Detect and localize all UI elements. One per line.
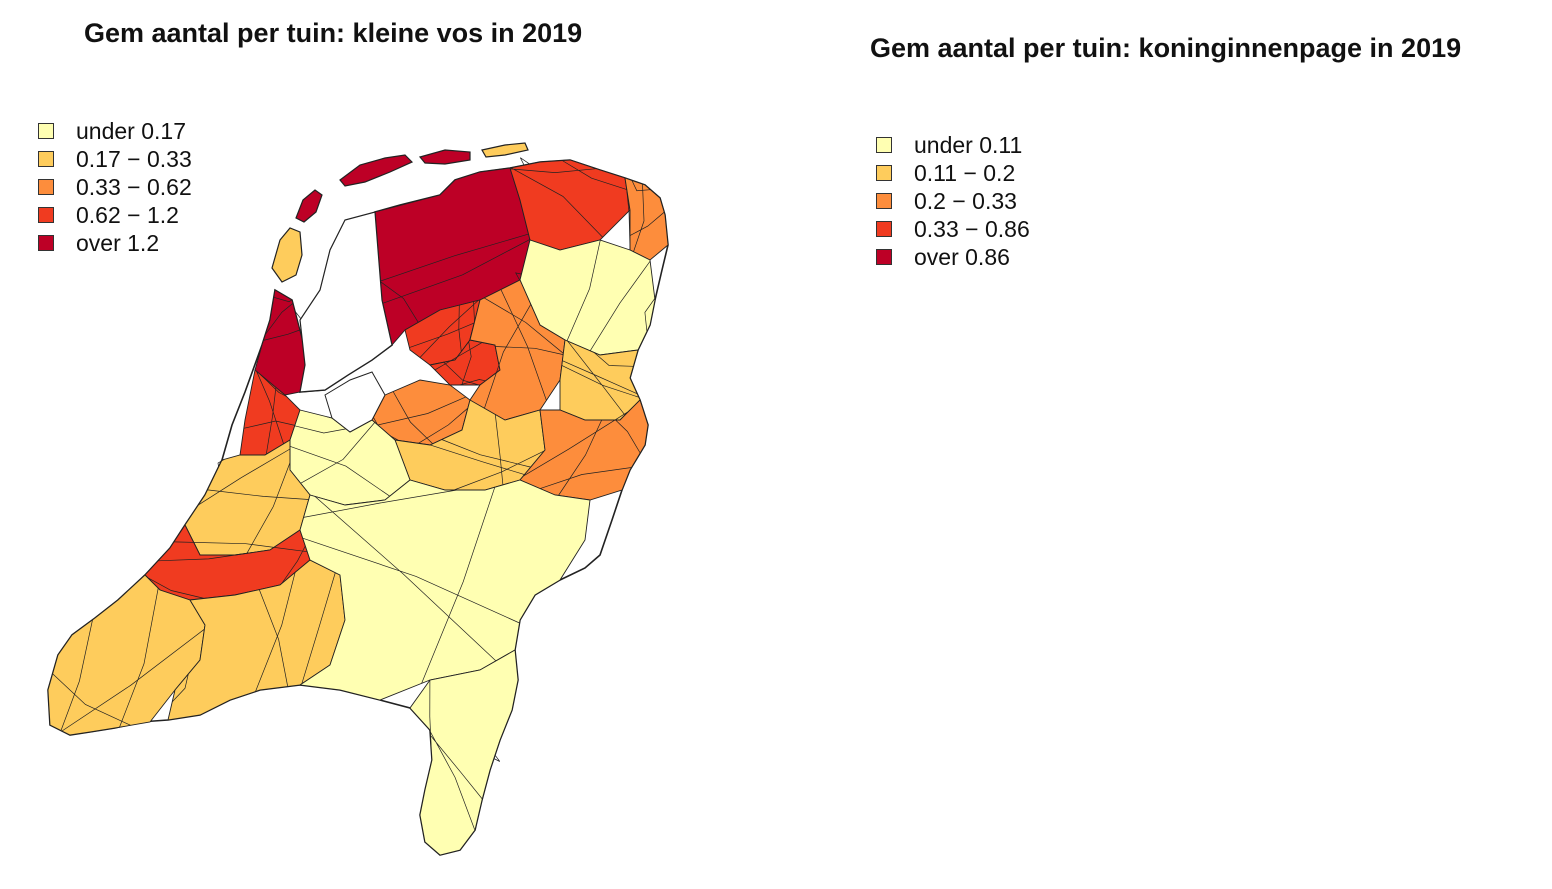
map-panel-koninginnenpage: Gem aantal per tuin: koninginnenpage in …	[776, 0, 1552, 889]
legend-swatch	[876, 249, 892, 265]
region-brabant-east	[298, 479, 591, 701]
legend-item: 0.62 − 1.2	[38, 201, 192, 229]
municipality-borders	[522, 411, 641, 496]
legend-label: 0.33 − 0.62	[76, 173, 192, 200]
municipality-borders	[626, 180, 665, 252]
wadden-island	[339, 154, 414, 187]
municipality-borders	[434, 341, 486, 386]
legend-swatch	[876, 221, 892, 237]
legend-swatch	[38, 207, 54, 223]
wadden-island	[481, 142, 529, 158]
map-title: Gem aantal per tuin: kleine vos in 2019	[84, 18, 583, 48]
municipality-borders	[409, 300, 479, 358]
legend-label: over 1.2	[76, 229, 160, 256]
legend-item: 0.11 − 0.2	[876, 159, 1030, 187]
wadden-island	[418, 149, 471, 165]
legend-label: under 0.11	[914, 131, 1023, 158]
legend-item: under 0.17	[38, 117, 192, 145]
legend-item: under 0.11	[876, 131, 1030, 159]
wadden-island	[271, 227, 303, 283]
legend-label: over 0.86	[914, 243, 1010, 270]
region-limburg	[409, 649, 519, 856]
municipality-borders	[561, 340, 639, 416]
legend-swatch	[38, 179, 54, 195]
legend-swatch	[876, 193, 892, 209]
ijsselmeer-water	[299, 211, 393, 393]
legend-item: over 0.86	[876, 243, 1030, 271]
map-panel-kleine-vos: Gem aantal per tuin: kleine vos in 2019 …	[38, 18, 669, 856]
wadden-island	[295, 189, 323, 223]
legend: under 0.17 0.17 − 0.33 0.33 − 0.62 0.62 …	[38, 117, 192, 257]
choropleth-map	[47, 142, 669, 856]
municipality-borders	[243, 371, 295, 455]
legend-label: under 0.17	[76, 117, 186, 144]
legend-item: 0.2 − 0.33	[876, 187, 1030, 215]
municipality-borders	[483, 289, 564, 412]
markermeer-water	[324, 371, 386, 433]
legend-swatch	[38, 151, 54, 167]
municipality-borders	[171, 572, 336, 703]
legend-label: 0.11 − 0.2	[914, 159, 1016, 186]
legend-swatch	[876, 137, 892, 153]
legend-label: 0.17 − 0.33	[76, 145, 192, 172]
legend-label: 0.33 − 0.86	[914, 215, 1030, 242]
legend-item: 0.33 − 0.86	[876, 215, 1030, 243]
municipality-borders	[198, 448, 309, 554]
legend-item: 0.33 − 0.62	[38, 173, 192, 201]
legend-label: 0.2 − 0.33	[914, 187, 1017, 214]
legend-label: 0.62 − 1.2	[76, 201, 179, 228]
legend-item: 0.17 − 0.33	[38, 145, 192, 173]
municipality-borders	[428, 680, 501, 831]
municipality-borders	[515, 240, 656, 351]
legend-swatch	[876, 165, 892, 181]
municipality-borders	[289, 416, 390, 497]
legend: under 0.11 0.11 − 0.2 0.2 − 0.33 0.33 − …	[876, 131, 1030, 271]
municipality-borders	[52, 588, 205, 732]
legend-swatch	[38, 235, 54, 251]
municipality-borders	[429, 414, 545, 491]
region-groningen-east	[624, 177, 669, 261]
legend-swatch	[38, 123, 54, 139]
municipality-borders	[510, 157, 627, 238]
municipality-borders	[147, 541, 308, 599]
map-title: Gem aantal per tuin: koninginnenpage in …	[870, 33, 1462, 63]
municipality-borders	[302, 487, 520, 684]
legend-item: over 1.2	[38, 229, 192, 257]
